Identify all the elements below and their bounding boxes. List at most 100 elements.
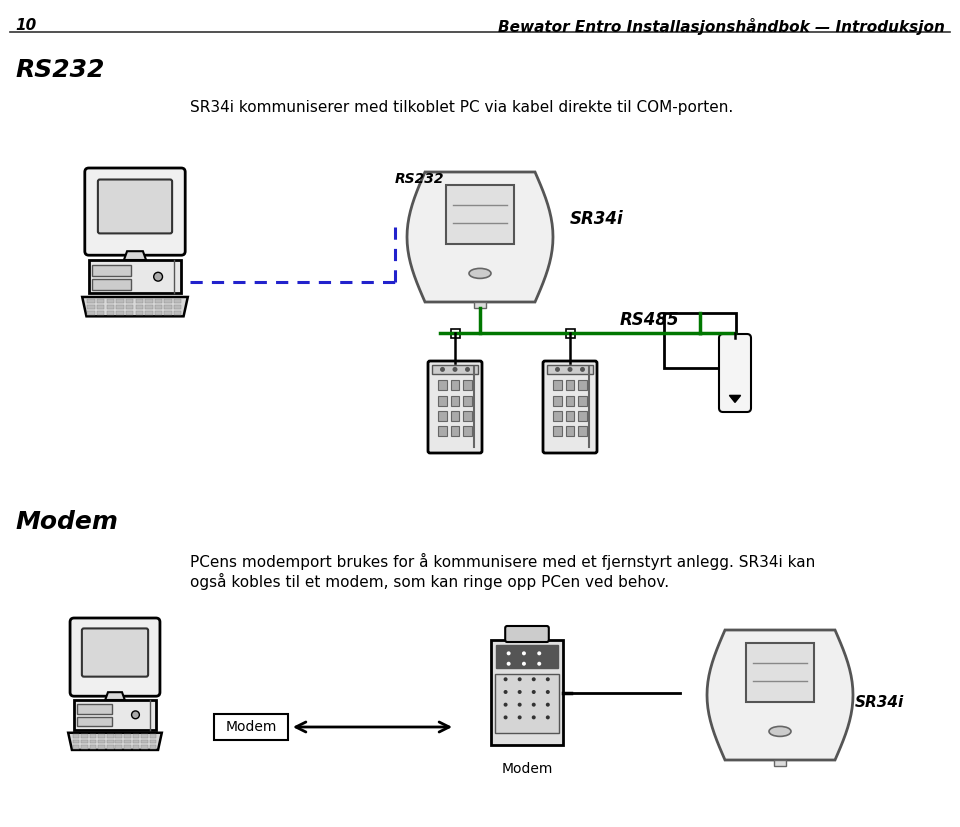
FancyBboxPatch shape — [664, 313, 736, 368]
Polygon shape — [124, 739, 131, 743]
Polygon shape — [99, 739, 105, 743]
Polygon shape — [87, 299, 95, 304]
Polygon shape — [73, 745, 80, 748]
Text: PCens modemport brukes for å kommunisere med et fjernstyrt anlegg. SR34i kan
ogs: PCens modemport brukes for å kommunisere… — [190, 553, 815, 590]
Circle shape — [567, 367, 572, 372]
Ellipse shape — [769, 726, 791, 736]
Polygon shape — [99, 745, 105, 748]
Circle shape — [132, 711, 139, 719]
FancyBboxPatch shape — [505, 626, 549, 642]
Polygon shape — [553, 380, 562, 390]
Polygon shape — [107, 310, 114, 315]
Polygon shape — [553, 395, 562, 405]
Polygon shape — [68, 733, 162, 750]
Polygon shape — [438, 426, 446, 437]
Polygon shape — [132, 745, 139, 748]
FancyBboxPatch shape — [84, 168, 185, 256]
Polygon shape — [83, 297, 188, 316]
FancyBboxPatch shape — [74, 700, 156, 729]
Circle shape — [580, 367, 585, 372]
Polygon shape — [73, 739, 80, 743]
Polygon shape — [155, 304, 162, 309]
Polygon shape — [126, 310, 133, 315]
Circle shape — [154, 272, 162, 281]
Polygon shape — [124, 745, 131, 748]
Polygon shape — [463, 380, 472, 390]
Circle shape — [546, 690, 550, 694]
Polygon shape — [106, 692, 125, 700]
Polygon shape — [565, 395, 574, 405]
Circle shape — [504, 715, 508, 719]
Polygon shape — [135, 299, 143, 304]
Circle shape — [532, 677, 536, 681]
Text: Bewator Entro Installasjonshåndbok — Introduksjon: Bewator Entro Installasjonshåndbok — Int… — [498, 18, 945, 35]
FancyBboxPatch shape — [92, 265, 132, 275]
FancyBboxPatch shape — [450, 328, 460, 337]
Circle shape — [538, 652, 541, 655]
Polygon shape — [97, 304, 105, 309]
Polygon shape — [141, 745, 148, 748]
Text: 10: 10 — [15, 18, 36, 33]
Circle shape — [517, 677, 521, 681]
Polygon shape — [150, 739, 156, 743]
Polygon shape — [107, 745, 113, 748]
Polygon shape — [132, 739, 139, 743]
Circle shape — [532, 703, 536, 707]
Polygon shape — [107, 304, 114, 309]
Polygon shape — [124, 251, 146, 260]
FancyBboxPatch shape — [543, 361, 597, 453]
Text: RS232: RS232 — [15, 58, 105, 82]
Polygon shape — [145, 310, 153, 315]
Polygon shape — [438, 411, 446, 421]
Circle shape — [440, 367, 445, 372]
Polygon shape — [578, 380, 587, 390]
Polygon shape — [99, 734, 105, 739]
Polygon shape — [553, 411, 562, 421]
Circle shape — [538, 662, 541, 666]
Polygon shape — [90, 745, 96, 748]
FancyBboxPatch shape — [214, 714, 288, 740]
Polygon shape — [707, 630, 853, 760]
Circle shape — [507, 652, 511, 655]
Polygon shape — [116, 310, 124, 315]
Polygon shape — [90, 734, 96, 739]
Circle shape — [504, 677, 508, 681]
Text: Modem: Modem — [15, 510, 118, 534]
Polygon shape — [132, 734, 139, 739]
Circle shape — [546, 677, 550, 681]
Polygon shape — [97, 310, 105, 315]
Polygon shape — [87, 304, 95, 309]
Polygon shape — [155, 310, 162, 315]
FancyBboxPatch shape — [70, 618, 160, 696]
FancyBboxPatch shape — [445, 185, 515, 243]
Polygon shape — [135, 304, 143, 309]
Circle shape — [465, 367, 470, 372]
Text: SR34i: SR34i — [570, 210, 624, 228]
Polygon shape — [141, 739, 148, 743]
Polygon shape — [145, 304, 153, 309]
Polygon shape — [90, 739, 96, 743]
Polygon shape — [565, 380, 574, 390]
FancyBboxPatch shape — [719, 334, 751, 412]
Polygon shape — [164, 304, 172, 309]
Polygon shape — [450, 395, 460, 405]
Polygon shape — [407, 172, 553, 302]
Polygon shape — [463, 426, 472, 437]
Polygon shape — [463, 411, 472, 421]
Circle shape — [522, 662, 526, 666]
Polygon shape — [578, 426, 587, 437]
Circle shape — [546, 703, 550, 707]
Text: SR34i kommuniserer med tilkoblet PC via kabel direkte til COM-porten.: SR34i kommuniserer med tilkoblet PC via … — [190, 100, 733, 115]
Polygon shape — [82, 734, 88, 739]
Polygon shape — [150, 745, 156, 748]
Circle shape — [517, 715, 521, 719]
Polygon shape — [87, 310, 95, 315]
Polygon shape — [450, 411, 460, 421]
Polygon shape — [115, 745, 122, 748]
Polygon shape — [82, 739, 88, 743]
Text: RS485: RS485 — [620, 311, 680, 329]
Polygon shape — [116, 304, 124, 309]
Polygon shape — [150, 734, 156, 739]
Polygon shape — [164, 299, 172, 304]
Polygon shape — [126, 299, 133, 304]
